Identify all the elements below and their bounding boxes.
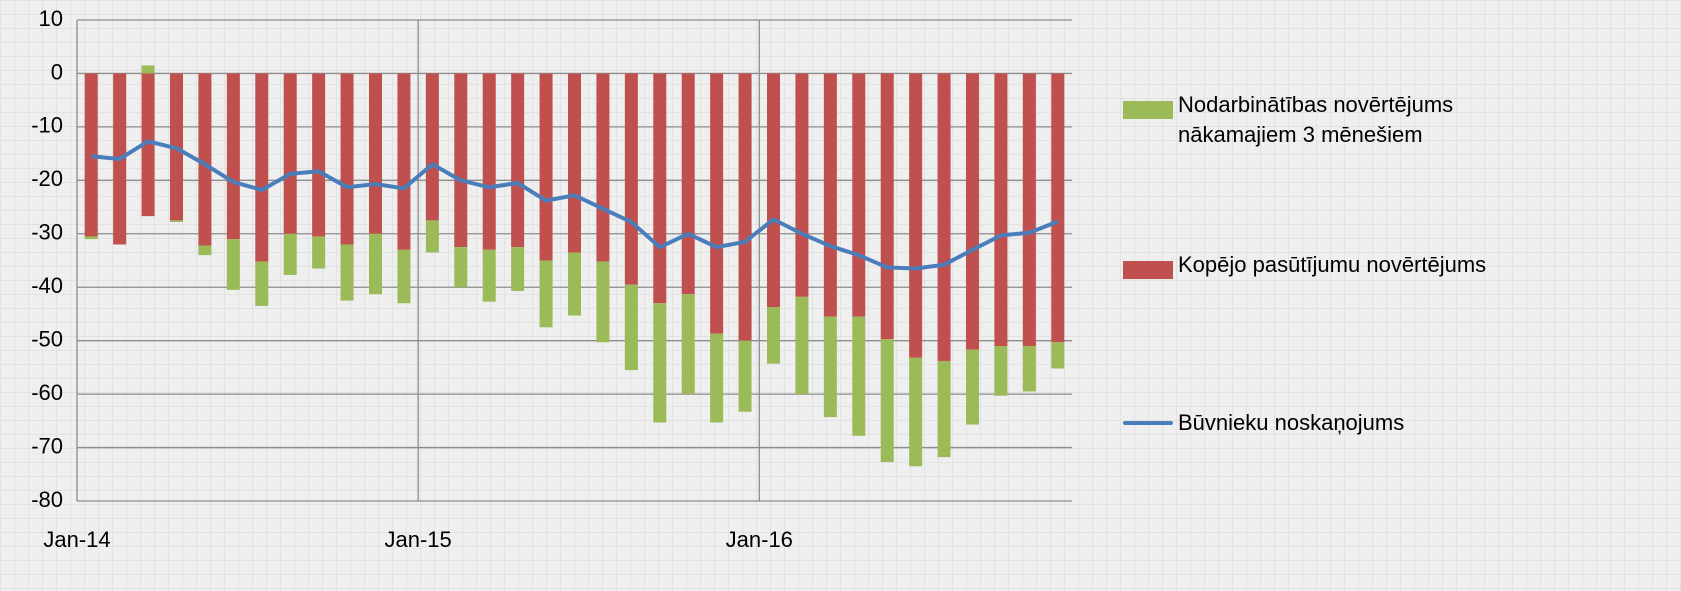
bar [681,73,695,295]
bar [425,73,439,221]
bar [624,284,638,371]
bar [880,339,894,462]
bar [937,73,951,361]
line [91,139,1059,271]
bar [852,316,866,436]
bar [539,260,553,328]
x-tick-label: Jan-15 [385,527,452,552]
bar [482,249,496,302]
bar [596,73,610,262]
legend-label: Kopējo pasūtījumu novērtējums [1178,252,1487,277]
y-tick-label: -70 [31,433,63,458]
bar [198,245,212,256]
bar [170,220,183,223]
bar [966,349,979,425]
bar [511,73,525,248]
bar [937,360,951,458]
legend-swatch [1123,101,1173,119]
y-tick-label: -60 [31,380,63,405]
bar [1022,346,1036,392]
bar [369,233,382,295]
bar [312,236,326,269]
bar [795,73,809,297]
bar [880,73,894,340]
legend-swatch [1123,421,1173,425]
bar [624,73,638,285]
bar [226,239,240,290]
y-tick-label: -20 [31,166,63,191]
legend-label: Nodarbinātības novērtējums nākamajiem 3 … [1178,92,1454,147]
bar [710,73,724,334]
y-tick-label: -30 [31,220,63,245]
bar [568,252,581,316]
bar [994,73,1008,347]
bar [539,73,553,261]
bar [823,316,837,418]
y-tick-label: -10 [31,113,63,138]
bar [283,73,297,234]
bar [369,73,382,234]
bar [767,73,780,307]
bar [397,249,411,304]
bar [84,236,98,240]
bar [425,220,439,253]
bar [397,73,411,250]
bar [767,306,780,364]
bar [340,244,354,301]
bar [1051,73,1065,343]
x-tick-label: Jan-16 [726,527,793,552]
bar [653,73,667,304]
bar [482,73,496,250]
bar [795,296,809,395]
legend-item: Būvnieku noskaņojums [1123,408,1543,438]
bar [823,73,837,317]
bar [511,247,525,291]
y-tick-label: -50 [31,326,63,351]
x-tick-label: Jan-14 [43,527,110,552]
bar [653,303,667,423]
bar [596,261,610,343]
bar [738,340,752,412]
bar [84,73,98,237]
legend-label: Būvnieku noskaņojums [1178,410,1405,435]
bar [141,73,155,217]
bar [994,346,1008,396]
y-tick-label: -80 [31,487,63,512]
bar [226,73,240,240]
bar [340,73,354,245]
bar [1022,73,1036,347]
legend-item: Nodarbinātības novērtējums nākamajiem 3 … [1123,90,1543,150]
bar [255,261,269,306]
bar [852,73,866,317]
bar [141,65,155,74]
legend-item: Kopējo pasūtījumu novērtējums [1123,250,1543,280]
bar [312,73,326,237]
bar [1051,342,1065,369]
bar [198,73,212,246]
bar [738,73,752,341]
y-tick-label: 10 [39,6,63,31]
bar [710,333,724,423]
bar [909,357,923,467]
bar [966,73,979,350]
bar [568,73,581,253]
bar [454,73,468,248]
bar [255,73,269,262]
bar [909,73,923,358]
legend-swatch [1123,261,1173,279]
bar [681,294,695,395]
bar [283,233,297,275]
y-tick-label: -40 [31,273,63,298]
bar [454,247,468,288]
y-tick-label: 0 [51,59,63,84]
